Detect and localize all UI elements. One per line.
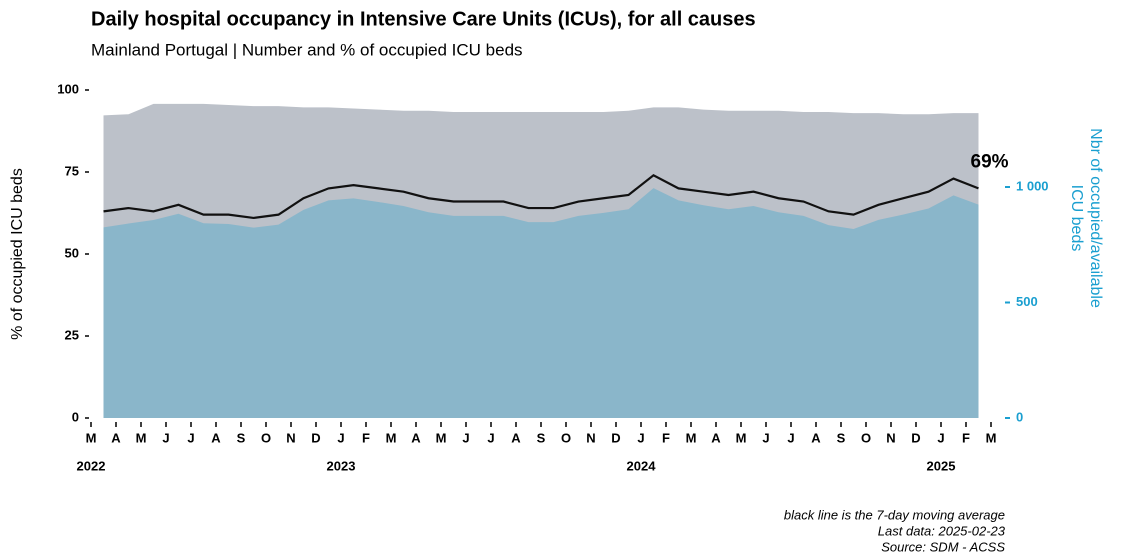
y-tick-label: 100: [57, 81, 79, 96]
y-tick-label: 50: [65, 245, 79, 260]
x-tick-label: S: [537, 430, 546, 445]
x-tick-label: S: [237, 430, 246, 445]
year-label: 2022: [77, 458, 106, 473]
area: [103, 188, 979, 418]
x-tick-label: O: [861, 430, 871, 445]
note: Source: SDM - ACSS: [881, 539, 1005, 554]
x-tick-label: A: [211, 430, 221, 445]
x-tick-label: J: [337, 430, 344, 445]
y-tick-label: 0: [72, 409, 79, 424]
y-tick-label: 25: [65, 327, 79, 342]
y2-tick-label: 500: [1016, 294, 1038, 309]
y2-tick-label: 1 000: [1016, 178, 1049, 193]
x-tick-label: N: [286, 430, 295, 445]
year-label: 2023: [327, 458, 356, 473]
x-tick-label: J: [162, 430, 169, 445]
x-tick-label: F: [962, 430, 970, 445]
x-tick-label: O: [261, 430, 271, 445]
x-tick-label: J: [637, 430, 644, 445]
x-tick-label: M: [736, 430, 747, 445]
note: Last data: 2025-02-23: [878, 523, 1006, 538]
x-tick-label: M: [136, 430, 147, 445]
x-tick-label: J: [762, 430, 769, 445]
x-tick-label: M: [386, 430, 397, 445]
year-label: 2024: [627, 458, 657, 473]
x-tick-label: J: [187, 430, 194, 445]
x-tick-label: F: [662, 430, 670, 445]
x-tick-label: F: [362, 430, 370, 445]
x-tick-label: M: [86, 430, 97, 445]
x-tick-label: N: [586, 430, 595, 445]
y-tick-label: 75: [65, 163, 79, 178]
x-tick-label: M: [436, 430, 447, 445]
x-tick-label: O: [561, 430, 571, 445]
year-label: 2025: [927, 458, 956, 473]
chart-subtitle: Mainland Portugal | Number and % of occu…: [91, 40, 523, 59]
y2-axis-label: ICU beds: [1068, 185, 1085, 252]
y2-axis-label: Nbr of occupied/available: [1087, 128, 1104, 308]
y-axis-label: % of occupied ICU beds: [9, 168, 26, 340]
note: black line is the 7-day moving average: [784, 507, 1005, 522]
x-tick-label: D: [311, 430, 320, 445]
x-tick-label: D: [911, 430, 920, 445]
line: [103, 173, 979, 220]
x-tick-label: N: [886, 430, 895, 445]
x-tick-label: M: [986, 430, 997, 445]
x-tick-label: J: [462, 430, 469, 445]
x-tick-label: M: [686, 430, 697, 445]
x-tick-label: A: [411, 430, 421, 445]
last-value-label: 69%: [971, 151, 1009, 172]
chart-title: Daily hospital occupancy in Intensive Ca…: [91, 8, 756, 30]
x-tick-label: A: [811, 430, 821, 445]
x-tick-label: A: [511, 430, 521, 445]
x-tick-label: J: [787, 430, 794, 445]
x-tick-label: D: [611, 430, 620, 445]
x-tick-label: J: [487, 430, 494, 445]
y2-tick-label: 0: [1016, 409, 1023, 424]
x-tick-label: A: [111, 430, 121, 445]
x-tick-label: S: [837, 430, 846, 445]
x-tick-label: A: [711, 430, 721, 445]
x-tick-label: J: [937, 430, 944, 445]
